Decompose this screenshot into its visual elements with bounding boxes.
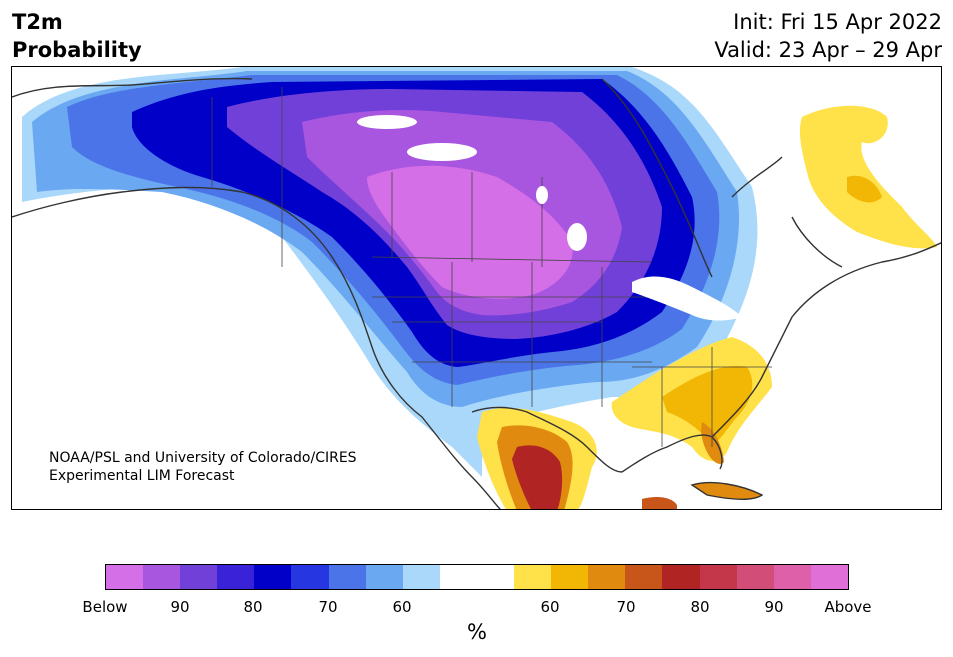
colorbar-cell: [143, 565, 181, 589]
colorbar-tick-label: 70: [318, 598, 338, 616]
lakes: [357, 115, 742, 321]
map-canvas: [12, 67, 941, 509]
above-zone-labrador: [799, 105, 937, 249]
forecast-map: [11, 66, 942, 510]
title-metric: Probability: [12, 38, 142, 62]
colorbar-cell: [476, 565, 515, 589]
above-zone-labrador-mid: [847, 175, 882, 203]
colorbar-tick-label: Above: [824, 598, 872, 616]
colorbar-cell: [514, 565, 552, 589]
coastlines: [12, 77, 941, 509]
credit-text: NOAA/PSL and University of Colorado/CIRE…: [49, 449, 357, 485]
probability-colorbar: [105, 564, 849, 590]
colorbar-tick-label: Below: [82, 598, 128, 616]
colorbar-cell: [291, 565, 329, 589]
colorbar-tick-label: 90: [764, 598, 784, 616]
valid-date: Valid: 23 Apr – 29 Apr: [714, 38, 942, 62]
above-zone-texas-core: [512, 445, 563, 509]
colorbar-tick-label: 80: [690, 598, 710, 616]
colorbar-tick-label: 80: [243, 598, 263, 616]
above-zone-hispaniola: [642, 497, 677, 509]
colorbar-cell: [662, 565, 700, 589]
colorbar-cell: [699, 565, 737, 589]
above-normal-zones: [477, 105, 937, 509]
colorbar-cell: [106, 565, 144, 589]
colorbar-cell: [625, 565, 663, 589]
below-normal-zones: [22, 67, 758, 477]
colorbar-cell: [402, 565, 440, 589]
colorbar-cell: [439, 565, 477, 589]
title-variable: T2m: [12, 10, 63, 34]
colorbar-cell: [773, 565, 811, 589]
colorbar-cell: [180, 565, 218, 589]
forecast-dates: Init: Fri 15 Apr 2022 Valid: 23 Apr – 29…: [714, 8, 942, 64]
init-date: Init: Fri 15 Apr 2022: [733, 10, 942, 34]
colorbar-cell: [736, 565, 774, 589]
colorbar-tick-label: 60: [540, 598, 560, 616]
colorbar-cell: [365, 565, 403, 589]
above-zone-southeast-mid: [662, 366, 753, 443]
colorbar-tick-label: 60: [392, 598, 412, 616]
colorbar-tick-label: 90: [170, 598, 190, 616]
below-zone-max: [367, 165, 573, 299]
colorbar-cell: [254, 565, 292, 589]
colorbar-cell: [328, 565, 366, 589]
above-zone-florida: [701, 422, 724, 464]
colorbar-unit: %: [467, 620, 487, 644]
credit-institution: NOAA/PSL and University of Colorado/CIRE…: [49, 450, 357, 466]
colorbar-tick-label: 70: [616, 598, 636, 616]
credit-product: Experimental LIM Forecast: [49, 468, 235, 484]
plot-title: T2m Probability: [12, 8, 142, 64]
colorbar-cell: [810, 565, 848, 589]
colorbar-cell: [551, 565, 589, 589]
colorbar-cell: [217, 565, 255, 589]
colorbar-cell: [588, 565, 626, 589]
